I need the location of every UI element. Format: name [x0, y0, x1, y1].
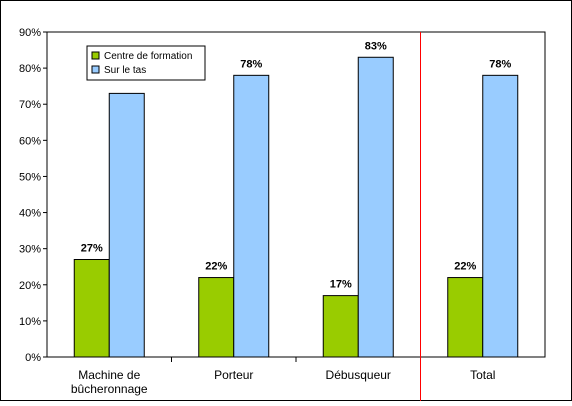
- y-tick-label: 0%: [25, 352, 41, 364]
- bar-centre-de-formation: [447, 277, 484, 358]
- legend-swatch: [91, 65, 100, 74]
- data-label: 22%: [205, 261, 227, 273]
- legend-swatch: [91, 51, 100, 60]
- bar-centre-de-formation: [198, 277, 235, 358]
- y-tick-label: 40%: [19, 208, 41, 220]
- y-tick-label: 60%: [19, 135, 41, 147]
- data-label: 83%: [365, 40, 387, 52]
- legend-label: Sur le tas: [104, 65, 146, 76]
- bar-centre-de-formation: [322, 295, 359, 358]
- y-tick-label: 50%: [19, 171, 41, 183]
- legend-label: Centre de formation: [104, 51, 192, 62]
- legend: Centre de formation Sur le tas: [86, 45, 206, 81]
- x-category-label: Machine de: [78, 368, 140, 382]
- y-tick-label: 30%: [19, 244, 41, 256]
- axes: 0% 10% 20% 30% 40% 50% 60% 70% 80% 90% Machine deb…: [19, 27, 546, 401]
- data-label: 78%: [240, 58, 262, 70]
- x-category-label: Porteur: [214, 368, 253, 382]
- y-tick-label: 20%: [19, 280, 41, 292]
- data-label: 17%: [330, 279, 352, 291]
- bar-sur-le-tas: [108, 92, 145, 358]
- data-label: 78%: [489, 58, 511, 70]
- data-label: 27%: [81, 243, 103, 255]
- bar-sur-le-tas: [357, 56, 394, 358]
- data-label: 22%: [454, 261, 476, 273]
- x-category-label: Débusqueur: [326, 368, 391, 382]
- bar-sur-le-tas: [233, 74, 270, 358]
- y-tick-label: 10%: [19, 316, 41, 328]
- bars: [73, 56, 519, 358]
- x-category-label: bûcheronnage: [71, 382, 148, 396]
- x-category-label: Total: [470, 368, 495, 382]
- bar-centre-de-formation: [73, 259, 110, 358]
- bar-sur-le-tas: [482, 74, 519, 358]
- y-tick-label: 70%: [19, 99, 41, 111]
- legend-box: [86, 45, 206, 81]
- data-labels: 27% 22% 78% 17% 83% 22% 78%: [81, 40, 512, 290]
- y-tick-label: 80%: [19, 63, 41, 75]
- y-tick-label: 90%: [19, 27, 41, 39]
